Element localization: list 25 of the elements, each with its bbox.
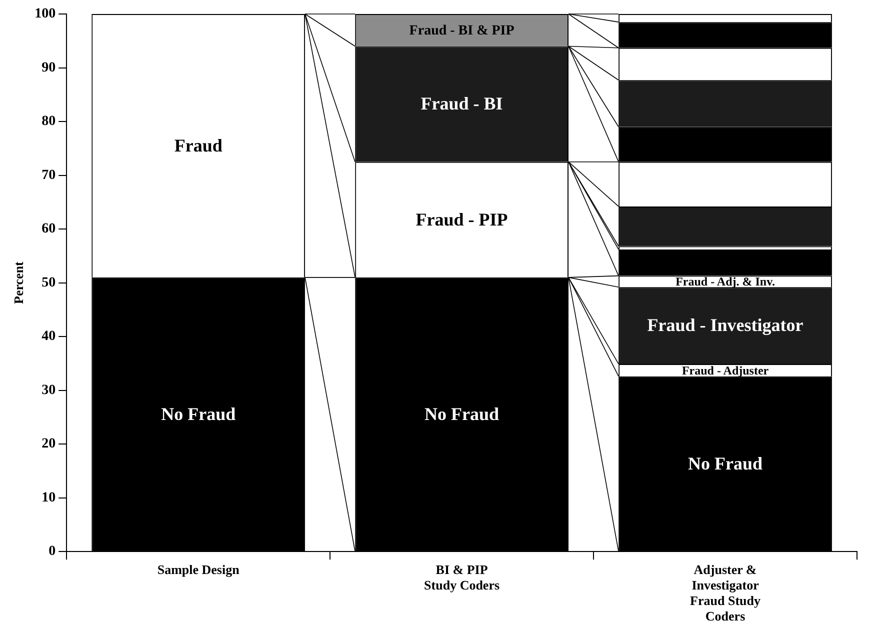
y-tick-label: 70 — [42, 168, 56, 183]
text: No Fraud — [161, 404, 236, 424]
series-label: Fraud - PIP — [416, 209, 508, 230]
series-label: Fraud - Adjuster — [682, 363, 770, 378]
y-tick-label: 80 — [42, 114, 56, 130]
x-tick-label: Adjuster & Investigator Fraud Study Coders — [690, 562, 761, 624]
y-tick-label: 10 — [42, 490, 56, 506]
y-tick-label: 40 — [42, 329, 56, 344]
y-tick-label: 100 — [34, 6, 56, 22]
series-label: Fraud - BI — [420, 94, 503, 114]
text: No Fraud — [424, 404, 500, 424]
y-tick-label: 50 — [42, 275, 56, 290]
series-label: Fraud - Adj. & Inv. — [676, 274, 775, 289]
series-label: Fraud - Investigator — [647, 315, 804, 336]
series-label: Fraud - BI & PIP — [409, 24, 515, 39]
series-label: No Fraud — [688, 453, 763, 474]
x-tick-label: Sample Design — [157, 562, 240, 577]
y-tick-label: 30 — [42, 382, 56, 398]
series-label: Fraud — [174, 135, 222, 156]
y-tick-label: 60 — [42, 222, 56, 237]
y-tick-label: 0 — [48, 544, 56, 560]
y-tick-label: 90 — [42, 60, 56, 76]
y-tick-label: 20 — [42, 436, 56, 452]
y-axis-title: Percent — [11, 260, 26, 304]
x-tick-label: BI & PIP Study Coders — [424, 562, 500, 592]
